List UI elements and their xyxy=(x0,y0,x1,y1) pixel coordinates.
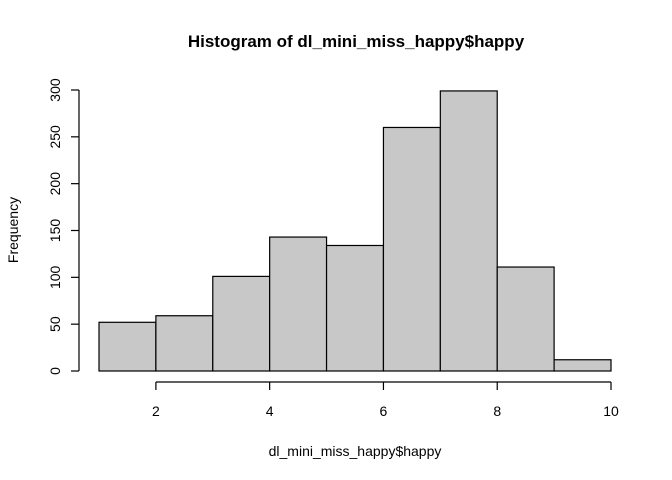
y-tick-label-300: 300 xyxy=(47,78,63,102)
y-axis: 0 50 100 150 200 250 300 xyxy=(47,78,80,375)
y-tick-label-250: 250 xyxy=(47,125,63,149)
histogram-bar-5 xyxy=(325,244,385,372)
x-axis-label: dl_mini_miss_happy$happy xyxy=(269,443,442,459)
y-tick-label-150: 150 xyxy=(47,219,63,243)
histogram-bar-1 xyxy=(98,321,157,372)
histogram-bar-3 xyxy=(212,275,271,372)
x-tick-label-6: 6 xyxy=(380,403,388,419)
histogram-bar-8 xyxy=(496,266,555,372)
x-tick-label-10: 10 xyxy=(603,403,619,419)
x-tick-label-2: 2 xyxy=(152,403,160,419)
histogram-bar-2 xyxy=(155,315,214,372)
y-tick-label-200: 200 xyxy=(47,172,63,196)
chart-title: Histogram of dl_mini_miss_happy$happy xyxy=(188,32,525,51)
x-tick-label-8: 8 xyxy=(493,403,501,419)
histogram-bar-4 xyxy=(269,236,328,372)
histogram-bar-6 xyxy=(382,126,441,372)
y-tick-label-100: 100 xyxy=(47,265,63,289)
histogram-bar-7 xyxy=(439,90,498,372)
y-axis-label: Frequency xyxy=(5,197,21,263)
histogram-bar-9 xyxy=(553,359,612,372)
x-tick-label-4: 4 xyxy=(266,403,274,419)
y-tick-label-50: 50 xyxy=(47,316,63,332)
x-axis: 2 4 6 8 10 xyxy=(152,381,619,419)
y-tick-label-0: 0 xyxy=(47,367,63,375)
bars-group xyxy=(98,90,612,372)
